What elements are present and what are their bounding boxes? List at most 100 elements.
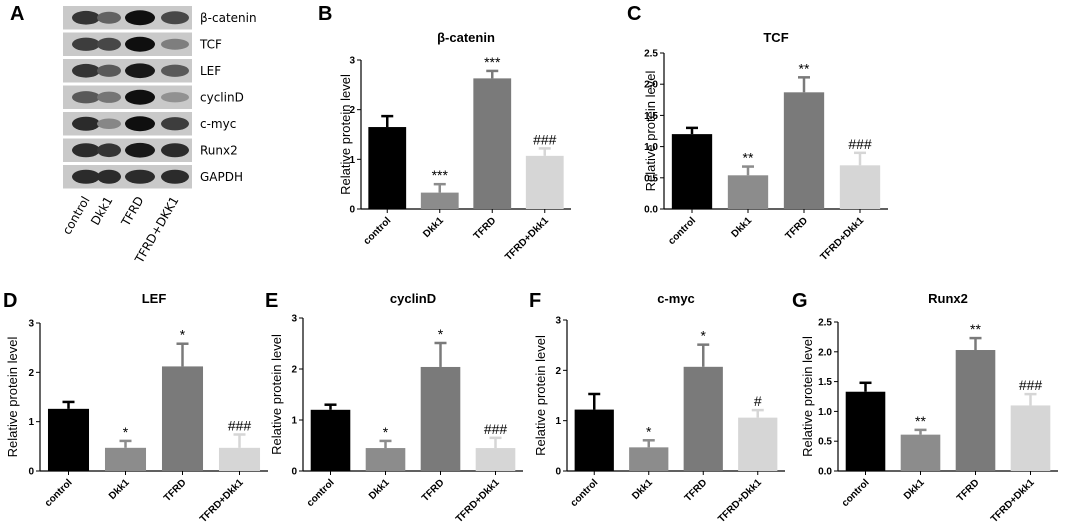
significance-label: #: [754, 393, 762, 409]
y-tick-label: 2: [28, 368, 34, 379]
y-tick-label: 1: [555, 416, 561, 427]
blot-band: [125, 10, 155, 26]
blot-band: [97, 91, 121, 103]
bar-dkk1: [104, 447, 147, 471]
blot-label-lef: LEF: [200, 64, 221, 78]
bar-control: [368, 127, 407, 209]
y-tick-label: 2.5: [818, 318, 832, 329]
significance-label: ###: [484, 421, 508, 437]
significance-label: *: [701, 328, 707, 344]
x-category-label: TFRD+Dkk1: [989, 477, 1037, 525]
x-category-label: TFRD+Dkk1: [716, 477, 764, 525]
bar-tfrd-dkk1: [475, 448, 516, 471]
bar-control: [310, 409, 351, 471]
blot-band: [72, 169, 100, 184]
x-category-label: TFRD: [420, 477, 447, 504]
blot-band: [125, 36, 155, 52]
chart-title: β-catenin: [437, 30, 495, 45]
bar-tfrd: [473, 78, 512, 209]
blot-band: [161, 143, 189, 158]
significance-label: ***: [484, 54, 501, 70]
blot-band: [97, 118, 121, 130]
panel-letter-b: B: [318, 3, 332, 25]
x-category-label: TFRD: [683, 477, 710, 504]
y-tick-label: 2.0: [644, 80, 658, 91]
y-tick-label: 3: [555, 316, 561, 327]
bar-control: [845, 391, 886, 471]
bar-chart-tcf: C TCF Relative protein level 0.0 0.5 1.0 1.5 2.…: [627, 3, 888, 263]
y-tick-label: 3: [28, 319, 34, 330]
y-tick-label: 3: [349, 56, 355, 67]
x-category-label: TFRD+Dkk1: [198, 477, 246, 525]
y-tick-label: 2: [291, 365, 297, 376]
bar-control: [574, 409, 614, 471]
blot-band: [161, 92, 189, 103]
bar-tfrd-dkk1: [738, 417, 778, 471]
bar-tfrd: [683, 366, 723, 471]
blot-band: [125, 63, 155, 79]
y-axis-label: Relative protein level: [338, 74, 353, 195]
blot-band: [97, 143, 121, 158]
chart-title: TCF: [763, 30, 788, 45]
blot-band: [125, 169, 155, 184]
bar-tfrd: [420, 366, 461, 471]
blot-label-tcf: TCF: [199, 38, 222, 52]
y-tick-label: 1: [28, 417, 34, 428]
blot-band: [125, 89, 155, 105]
y-axis-label: Relative protein level: [800, 336, 815, 457]
bar-chart-lef: D LEF Relative protein level 0 1 2 3 control * Dk…: [3, 290, 268, 525]
bar-dkk1: [365, 448, 406, 471]
blot-label-cyclind: cyclinD: [200, 91, 244, 105]
significance-label: **: [799, 60, 810, 76]
significance-label: ***: [432, 167, 449, 183]
panel-letter-a: A: [10, 3, 24, 25]
panel-letter-g: G: [792, 290, 808, 312]
y-tick-label: 1: [291, 416, 297, 427]
y-tick-label: 1.0: [644, 142, 658, 153]
blot-band: [97, 11, 121, 24]
y-tick-label: 0.0: [644, 205, 658, 216]
significance-label: ###: [228, 417, 252, 433]
y-tick-label: 0: [555, 467, 561, 478]
chart-title: cyclinD: [390, 291, 436, 306]
x-category-label: Dkk1: [367, 477, 392, 502]
blot-band: [125, 116, 155, 132]
x-category-label: control: [666, 215, 698, 247]
x-category-label: control: [362, 215, 394, 247]
significance-label: *: [180, 327, 186, 343]
blot-band: [72, 37, 100, 51]
y-tick-label: 0: [291, 467, 297, 478]
blot-label-runx2: Runx2: [200, 144, 238, 158]
blot-band: [72, 91, 100, 104]
x-category-label: TFRD: [783, 215, 810, 242]
significance-label: **: [970, 321, 981, 337]
x-category-label: control: [569, 477, 601, 509]
x-category-label: control: [43, 477, 75, 509]
bar-tfrd-dkk1: [1010, 405, 1051, 471]
significance-label: *: [646, 423, 652, 439]
bar-dkk1: [629, 447, 669, 471]
y-tick-label: 0.5: [644, 173, 658, 184]
x-category-label: TFRD+Dkk1: [454, 477, 502, 525]
lane-label-control: control: [60, 194, 93, 237]
blot-band: [72, 10, 100, 25]
bar-tfrd: [783, 92, 825, 209]
bar-tfrd-dkk1: [218, 447, 261, 471]
blot-band: [97, 169, 121, 184]
chart-title: c-myc: [657, 291, 695, 306]
blot-band: [161, 169, 189, 184]
bar-tfrd-dkk1: [525, 155, 564, 209]
blot-band: [72, 143, 100, 158]
x-category-label: TFRD+Dkk1: [503, 215, 551, 263]
bar-control: [47, 408, 90, 471]
y-axis-label: Relative protein level: [5, 337, 20, 458]
y-tick-label: 2: [555, 366, 561, 377]
blot-band: [161, 64, 189, 77]
blot-label-catenin: β-catenin: [200, 11, 257, 25]
bar-chart-beta-catenin: Bβ-catenin Relative protein level 0 1 2 3 cont…: [318, 3, 571, 263]
bar-dkk1: [727, 175, 769, 209]
y-tick-label: 0.5: [818, 437, 832, 448]
